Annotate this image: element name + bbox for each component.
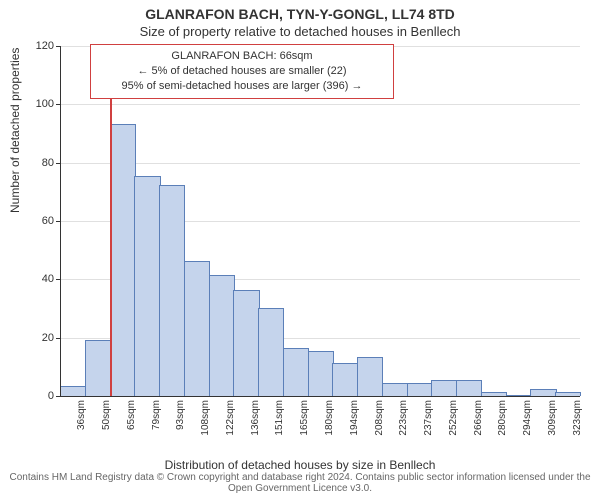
xtick-label: 194sqm [349,400,360,436]
xtick-label: 108sqm [200,400,211,436]
x-axis [60,396,580,397]
histogram-bar [332,363,358,396]
histogram-bar [184,261,210,396]
xtick-label: 323sqm [572,400,583,436]
ytick-label: 40 [42,273,54,285]
chart-subtitle: Size of property relative to detached ho… [0,24,600,39]
xtick-label: 36sqm [76,400,87,430]
xtick-label: 165sqm [299,400,310,436]
histogram-bar [283,348,309,396]
annotation-line-2: ← 5% of detached houses are smaller (22) [97,64,387,79]
histogram-bar [209,275,235,396]
histogram-bar [110,124,136,396]
histogram-bar [233,290,259,396]
annotation-box: GLANRAFON BACH: 66sqm ← 5% of detached h… [90,44,394,99]
ytick-label: 60 [42,215,54,227]
xtick-label: 309sqm [547,400,558,436]
xtick-label: 266sqm [473,400,484,436]
xtick-label: 50sqm [101,400,112,430]
chart-title: GLANRAFON BACH, TYN-Y-GONGL, LL74 8TD [0,6,600,22]
xtick-label: 223sqm [398,400,409,436]
ytick-label: 120 [36,40,54,52]
ytick-label: 20 [42,332,54,344]
histogram-bar [159,185,185,396]
y-axis-label: Number of detached properties [8,48,22,213]
annotation-line-3: 95% of semi-detached houses are larger (… [97,79,387,94]
annotation-line-1: GLANRAFON BACH: 66sqm [97,49,387,64]
grid-line [60,163,580,164]
histogram-bar [456,380,482,396]
xtick-label: 237sqm [423,400,434,436]
xtick-label: 294sqm [522,400,533,436]
y-axis [60,46,61,396]
attribution-text: Contains HM Land Registry data © Crown c… [0,472,600,494]
histogram-bar [357,357,383,396]
xtick-label: 136sqm [250,400,261,436]
histogram-bar [308,351,334,396]
xtick-label: 208sqm [374,400,385,436]
xtick-label: 122sqm [225,400,236,436]
ytick-label: 100 [36,98,54,110]
ytick-label: 80 [42,157,54,169]
xtick-label: 93sqm [175,400,186,430]
xtick-label: 79sqm [151,400,162,430]
grid-line [60,104,580,105]
histogram-bar [431,380,457,396]
xtick-label: 252sqm [448,400,459,436]
xtick-label: 280sqm [497,400,508,436]
histogram-bar [60,386,86,396]
histogram-bar [85,340,111,396]
xtick-label: 65sqm [126,400,137,430]
histogram-bar [134,176,160,396]
ytick-label: 0 [48,390,54,402]
histogram-bar [407,383,433,396]
xtick-label: 180sqm [324,400,335,436]
histogram-bar [530,389,556,396]
x-axis-label: Distribution of detached houses by size … [0,458,600,472]
histogram-bar [258,308,284,397]
xtick-label: 151sqm [274,400,285,436]
histogram-bar [382,383,408,396]
